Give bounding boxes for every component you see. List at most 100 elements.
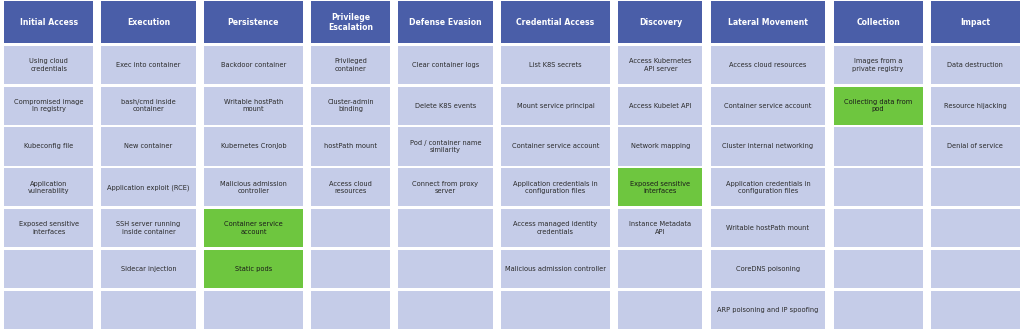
Bar — [101, 46, 196, 84]
Text: Lateral Movement: Lateral Movement — [728, 18, 808, 27]
Text: Images from a
private registry: Images from a private registry — [852, 58, 904, 72]
Bar — [618, 290, 702, 329]
Text: Writable hostPath
mount: Writable hostPath mount — [224, 99, 283, 113]
Text: Container service
account: Container service account — [224, 221, 283, 235]
Bar — [711, 87, 825, 125]
Bar — [834, 1, 923, 43]
Bar — [311, 1, 390, 43]
Bar — [4, 1, 93, 43]
Text: List K8S secrets: List K8S secrets — [529, 62, 582, 68]
Bar — [101, 87, 196, 125]
Text: CoreDNS poisoning: CoreDNS poisoning — [736, 266, 800, 272]
Text: SSH server running
inside container: SSH server running inside container — [117, 221, 180, 235]
Text: Kubernetes CronJob: Kubernetes CronJob — [220, 144, 287, 149]
Text: Application
vulnerability: Application vulnerability — [28, 181, 70, 194]
Text: Privilege
Escalation: Privilege Escalation — [329, 13, 373, 32]
Text: Static pods: Static pods — [234, 266, 272, 272]
Bar — [311, 290, 390, 329]
Bar — [931, 209, 1020, 247]
Bar — [834, 168, 923, 206]
Bar — [501, 250, 610, 288]
Bar — [311, 87, 390, 125]
Bar — [834, 87, 923, 125]
Text: Backdoor container: Backdoor container — [221, 62, 286, 68]
Text: Malicious admission controller: Malicious admission controller — [505, 266, 606, 272]
Bar — [4, 209, 93, 247]
Text: Malicious admission
controller: Malicious admission controller — [220, 181, 287, 194]
Text: Exec into container: Exec into container — [117, 62, 180, 68]
Text: Access Kubernetes
API server: Access Kubernetes API server — [629, 58, 692, 72]
Bar — [204, 46, 303, 84]
Bar — [618, 168, 702, 206]
Bar — [204, 290, 303, 329]
Text: Execution: Execution — [127, 18, 170, 27]
Bar — [834, 46, 923, 84]
Text: Using cloud
credentials: Using cloud credentials — [30, 58, 68, 72]
Text: Connect from proxy
server: Connect from proxy server — [413, 181, 478, 194]
Bar — [711, 290, 825, 329]
Text: Delete K8S events: Delete K8S events — [415, 103, 476, 109]
Bar — [618, 46, 702, 84]
Text: Container service account: Container service account — [512, 144, 599, 149]
Bar — [501, 209, 610, 247]
Bar — [931, 290, 1020, 329]
Text: Container service account: Container service account — [724, 103, 812, 109]
Bar — [101, 290, 196, 329]
Bar — [101, 127, 196, 166]
Bar — [4, 290, 93, 329]
Bar — [311, 46, 390, 84]
Bar — [618, 127, 702, 166]
Bar — [834, 209, 923, 247]
Text: Cluster internal networking: Cluster internal networking — [723, 144, 813, 149]
Text: Access Kubelet API: Access Kubelet API — [630, 103, 691, 109]
Bar — [311, 168, 390, 206]
Bar — [931, 87, 1020, 125]
Bar — [618, 250, 702, 288]
Bar — [204, 209, 303, 247]
Bar — [311, 250, 390, 288]
Text: Access managed identity
credentials: Access managed identity credentials — [513, 221, 598, 235]
Bar — [204, 127, 303, 166]
Text: Mount service principal: Mount service principal — [517, 103, 594, 109]
Bar — [204, 1, 303, 43]
Text: Writable hostPath mount: Writable hostPath mount — [726, 225, 810, 231]
Text: Sidecar injection: Sidecar injection — [121, 266, 176, 272]
Bar — [4, 127, 93, 166]
Bar — [101, 168, 196, 206]
Text: Cluster-admin
binding: Cluster-admin binding — [328, 99, 374, 113]
Bar — [931, 1, 1020, 43]
Bar — [711, 46, 825, 84]
Text: Kubeconfig file: Kubeconfig file — [24, 144, 74, 149]
Bar — [931, 46, 1020, 84]
Bar — [834, 250, 923, 288]
Text: New container: New container — [124, 144, 173, 149]
Bar — [204, 250, 303, 288]
Bar — [501, 290, 610, 329]
Bar — [711, 127, 825, 166]
Bar — [931, 250, 1020, 288]
Bar — [398, 209, 493, 247]
Bar — [204, 87, 303, 125]
Text: Network mapping: Network mapping — [631, 144, 690, 149]
Text: ARP poisoning and IP spoofing: ARP poisoning and IP spoofing — [718, 307, 818, 313]
Bar — [501, 168, 610, 206]
Bar — [501, 46, 610, 84]
Text: Pod / container name
similarity: Pod / container name similarity — [410, 140, 481, 153]
Bar — [398, 127, 493, 166]
Text: Credential Access: Credential Access — [516, 18, 595, 27]
Text: Collection: Collection — [856, 18, 900, 27]
Bar — [398, 87, 493, 125]
Bar — [4, 168, 93, 206]
Text: Discovery: Discovery — [639, 18, 682, 27]
Text: Exposed sensitive
interfaces: Exposed sensitive interfaces — [18, 221, 79, 235]
Text: Collecting data from
pod: Collecting data from pod — [844, 99, 912, 113]
Bar — [618, 87, 702, 125]
Bar — [398, 1, 493, 43]
Text: Impact: Impact — [961, 18, 990, 27]
Text: Resource hijacking: Resource hijacking — [944, 103, 1007, 109]
Bar — [398, 46, 493, 84]
Text: Access cloud resources: Access cloud resources — [729, 62, 807, 68]
Text: Compromised image
In registry: Compromised image In registry — [14, 99, 83, 113]
Bar — [311, 209, 390, 247]
Bar — [834, 290, 923, 329]
